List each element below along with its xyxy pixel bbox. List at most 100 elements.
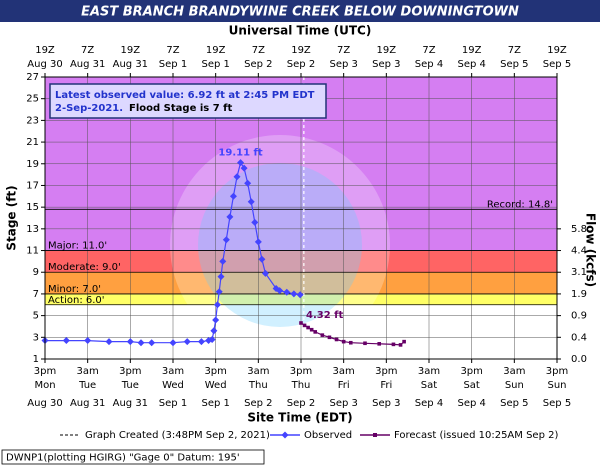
x-tick-time: 3am <box>503 366 525 377</box>
x-axis-title: Site Time (EDT) <box>247 411 352 425</box>
info-line: Latest observed value: 6.92 ft at 2:45 P… <box>55 90 315 101</box>
forecast-marker <box>299 321 303 325</box>
y-tick-label: 5 <box>33 311 39 322</box>
flood-label: Major: 11.0' <box>48 241 107 252</box>
top-tick-date: Sep 1 <box>159 59 187 70</box>
observed-marker <box>213 301 221 309</box>
observed-marker <box>229 192 237 200</box>
y2-tick-label: 0.0 <box>571 354 587 365</box>
x-tick-date: Sep 2 <box>244 398 272 409</box>
observed-marker <box>197 338 205 346</box>
info-box <box>49 83 327 119</box>
top-tick-date: Sep 4 <box>415 59 443 70</box>
observed-marker <box>283 288 291 296</box>
observed-marker <box>212 316 220 324</box>
top-axis-title: Universal Time (UTC) <box>229 24 372 38</box>
x-tick-day: Wed <box>162 380 184 391</box>
observed-marker <box>254 238 262 246</box>
x-tick-day: Sun <box>547 380 566 391</box>
x-tick-date: Sep 4 <box>457 398 485 409</box>
forecast-marker <box>391 342 396 347</box>
top-tick-time: 19Z <box>291 45 311 56</box>
title-bar <box>0 0 600 22</box>
top-tick-time: 19Z <box>547 45 567 56</box>
chart-title: EAST BRANCH BRANDYWINE CREEK BELOW DOWNI… <box>81 5 519 20</box>
plot-border <box>44 76 558 360</box>
observed-marker <box>148 339 156 347</box>
top-tick-time: 19Z <box>206 45 226 56</box>
x-tick-time: 3am <box>162 366 184 377</box>
x-tick-time: 3pm <box>546 366 568 377</box>
x-tick-day: Tue <box>78 380 96 391</box>
x-tick-time: 3am <box>418 366 440 377</box>
forecast-marker <box>320 333 325 337</box>
observed-marker <box>244 179 252 187</box>
forecast-marker <box>341 339 346 344</box>
x-tick-date: Sep 2 <box>287 398 315 409</box>
x-tick-date: Aug 31 <box>113 398 148 409</box>
forecast-marker <box>309 327 314 332</box>
x-tick-date: Sep 3 <box>372 398 400 409</box>
x-tick-time: 3pm <box>290 366 312 377</box>
plot-area <box>44 76 558 360</box>
y-tick-label: 25 <box>26 94 39 105</box>
watermark <box>198 163 362 327</box>
x-tick-time: 3pm <box>460 366 482 377</box>
x-tick-date: Sep 3 <box>329 398 357 409</box>
x-tick-day: Sun <box>505 380 524 391</box>
y-tick-label: 15 <box>26 202 39 213</box>
y-tick-label: 9 <box>33 267 39 278</box>
observed-marker <box>222 236 230 244</box>
x-tick-day: Thu <box>291 380 311 391</box>
forecast-marker <box>363 341 367 346</box>
observed-marker <box>105 338 113 346</box>
top-tick-date: Sep 1 <box>201 59 229 70</box>
legend-marker <box>373 433 377 437</box>
y2-tick-label: 4.4 <box>571 246 587 257</box>
y-tick-label: 11 <box>26 246 39 257</box>
y-tick-label: 1 <box>33 354 39 365</box>
y2-axis-title: Flow (kcfs) <box>584 213 598 287</box>
y-tick-label: 7 <box>33 289 39 300</box>
observed-marker <box>233 173 241 181</box>
forecast-marker <box>327 335 332 340</box>
top-tick-time: 19Z <box>35 45 55 56</box>
x-tick-date: Sep 1 <box>159 398 187 409</box>
x-tick-date: Aug 30 <box>27 398 62 409</box>
info-line: 2-Sep-2021. Flood Stage is 7 ft <box>55 103 232 114</box>
top-tick-time: 7Z <box>422 45 435 56</box>
legend-label: Graph Created (3:48PM Sep 2, 2021) <box>85 430 270 441</box>
x-tick-time: 3am <box>77 366 99 377</box>
x-tick-day: Tue <box>121 380 139 391</box>
y-tick-label: 23 <box>26 115 39 126</box>
y-tick-label: 27 <box>26 72 39 83</box>
x-tick-day: Mon <box>34 380 55 391</box>
x-tick-time: 3am <box>247 366 269 377</box>
y2-tick-label: 5.8 <box>571 224 587 235</box>
observed-marker <box>208 335 216 343</box>
y2-tick-label: 0.9 <box>571 311 587 322</box>
x-tick-time: 3am <box>333 366 355 377</box>
x-tick-day: Sat <box>463 380 479 391</box>
top-tick-date: Sep 5 <box>500 59 528 70</box>
x-tick-time: 3pm <box>375 366 397 377</box>
top-tick-date: Sep 3 <box>372 59 400 70</box>
top-tick-time: 7Z <box>252 45 265 56</box>
x-tick-date: Sep 1 <box>201 398 229 409</box>
top-tick-date: Aug 31 <box>70 59 105 70</box>
x-tick-time: 3pm <box>34 366 56 377</box>
forecast-marker <box>402 339 406 344</box>
observed-marker <box>183 338 191 346</box>
y-tick-label: 13 <box>26 224 39 235</box>
top-tick-time: 19Z <box>121 45 141 56</box>
top-tick-time: 7Z <box>508 45 521 56</box>
y-tick-label: 3 <box>33 332 39 343</box>
legend-label: Forecast (issued 10:25AM Sep 2) <box>394 430 558 441</box>
x-tick-day: Fri <box>338 380 350 391</box>
top-tick-time: 7Z <box>337 45 350 56</box>
observed-marker <box>226 213 234 221</box>
observed-marker <box>62 337 70 345</box>
x-tick-date: Aug 31 <box>70 398 105 409</box>
value-label: 4.32 ft <box>306 310 344 321</box>
y-tick-label: 21 <box>26 137 39 148</box>
